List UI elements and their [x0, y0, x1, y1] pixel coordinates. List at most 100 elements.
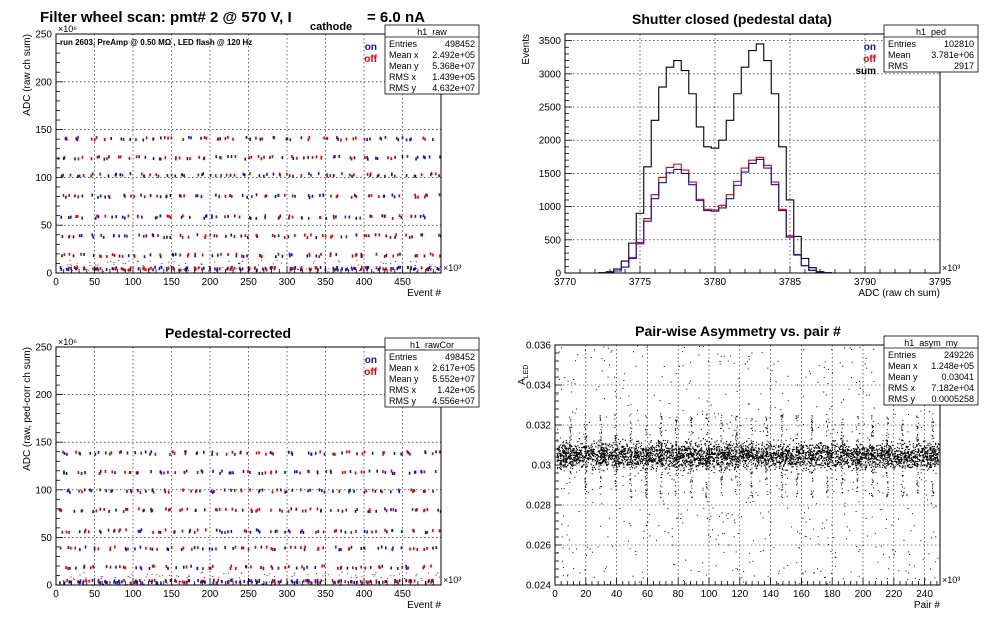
data-point-on — [262, 488, 264, 491]
data-point-on — [301, 216, 303, 219]
data-point-off — [249, 488, 251, 491]
data-point-off — [155, 453, 157, 456]
asym-point — [612, 447, 613, 448]
panel-title-cor: Pedestal-corrected — [165, 325, 291, 341]
asym-point — [606, 455, 607, 456]
asym-point — [720, 462, 721, 463]
x-tick-label: 150 — [163, 277, 180, 288]
data-point-off — [426, 531, 428, 534]
data-point-off — [310, 174, 312, 177]
data-point-off — [168, 215, 170, 218]
asym-point — [623, 463, 624, 464]
data-point-on — [164, 488, 166, 491]
data-point-on — [250, 531, 252, 534]
data-point-on — [232, 471, 234, 474]
data-point-sparse — [258, 265, 259, 266]
data-point-on — [66, 472, 68, 475]
asym-point — [729, 463, 730, 464]
data-point-off — [310, 507, 312, 510]
asym-point — [732, 463, 733, 464]
asym-point — [713, 461, 714, 462]
data-point-off — [375, 530, 377, 533]
data-point-on — [317, 471, 319, 474]
data-point-on — [77, 175, 79, 178]
asym-point — [656, 453, 657, 454]
data-point-off — [91, 138, 93, 141]
asym-point — [724, 470, 725, 471]
asym-point — [566, 448, 567, 449]
asym-point — [605, 453, 606, 454]
data-point-off — [167, 137, 169, 140]
asym-point — [603, 447, 604, 448]
y-axis-label: ADC (raw ch sum) — [22, 34, 33, 116]
data-point-off — [439, 451, 441, 454]
asym-point — [618, 461, 619, 462]
asym-point — [905, 449, 906, 450]
data-point-off — [187, 255, 189, 258]
asym-point — [872, 449, 873, 450]
asym-point — [880, 455, 881, 456]
data-point-off — [392, 255, 394, 258]
data-point-sparse — [128, 261, 129, 262]
data-point-on — [167, 471, 169, 474]
data-point-off — [232, 451, 234, 454]
asym-point — [664, 449, 665, 450]
asym-point — [721, 464, 722, 465]
data-point-on — [104, 158, 106, 161]
data-point-on — [274, 548, 276, 551]
legend-entry-off: off — [364, 54, 377, 65]
x-axis-label: ADC (raw ch sum) — [858, 288, 940, 299]
data-point-on — [110, 137, 112, 140]
asym-point — [873, 458, 874, 459]
data-point-on — [82, 194, 84, 197]
asym-point — [812, 445, 813, 446]
asym-point — [585, 454, 586, 455]
asym-point — [635, 464, 636, 465]
data-point-on — [304, 548, 306, 551]
data-point-off — [325, 470, 327, 473]
data-point-off — [401, 566, 403, 569]
data-point-on — [221, 580, 223, 583]
data-point-off — [355, 195, 357, 198]
data-point-off — [430, 173, 432, 176]
asym-point — [699, 451, 700, 452]
data-point-on — [425, 531, 427, 534]
data-point-off — [361, 266, 363, 269]
x-exponent: ×10³ — [443, 575, 461, 585]
asym-point — [841, 445, 842, 446]
data-point-off — [409, 236, 411, 239]
data-point-off — [250, 565, 252, 568]
asym-point — [911, 457, 912, 458]
legend-entry-on: on — [365, 42, 377, 53]
asym-point — [651, 466, 652, 467]
asym-point — [610, 446, 611, 447]
data-point-on — [424, 450, 426, 453]
asym-point — [621, 457, 622, 458]
asym-point — [901, 452, 902, 453]
asym-point — [901, 457, 902, 458]
asym-point — [757, 457, 758, 458]
data-point-off — [123, 138, 125, 141]
legend-entry-sum: sum — [855, 66, 876, 77]
data-point-off — [278, 253, 280, 256]
asym-point — [913, 450, 914, 451]
data-point-on — [275, 470, 277, 473]
panel-title-ped: Shutter closed (pedestal data) — [632, 11, 832, 27]
data-point-off — [187, 508, 189, 511]
data-point-sparse — [160, 266, 161, 267]
data-point-on — [407, 266, 409, 269]
asym-point — [631, 453, 632, 454]
data-point-on — [260, 566, 262, 569]
data-point-off — [182, 580, 184, 583]
asym-point — [636, 466, 637, 467]
asym-point — [714, 442, 715, 443]
data-point-on — [369, 470, 371, 473]
asym-point — [564, 446, 565, 447]
data-point-on — [195, 509, 197, 512]
stats-key: RMS x — [389, 385, 417, 395]
data-point-on — [311, 453, 313, 456]
asym-point — [899, 456, 900, 457]
data-point-off — [355, 530, 357, 533]
asym-point — [768, 467, 769, 468]
